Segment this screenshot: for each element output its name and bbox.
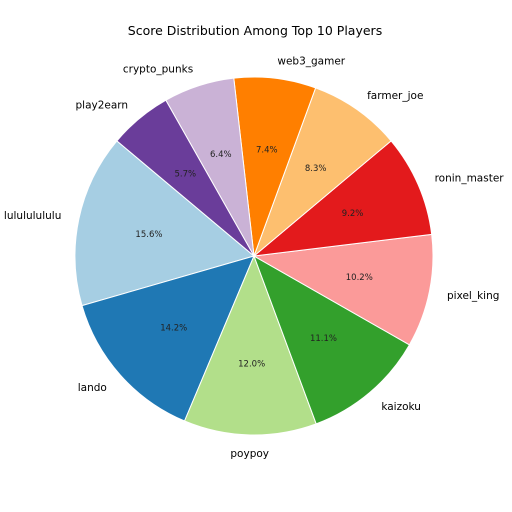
percent-label: 12.0%	[238, 359, 265, 369]
pie-slice-play2earn	[116, 99, 255, 257]
percent-label: 11.1%	[310, 334, 337, 344]
percent-label: 5.7%	[175, 169, 197, 179]
percent-label: 7.4%	[256, 145, 278, 155]
percent-label: 15.6%	[135, 230, 162, 240]
pie-slice-lulululululu	[74, 140, 256, 307]
percent-label: 8.3%	[305, 164, 327, 174]
slice-label: kaizoku	[381, 401, 421, 413]
slice-label: web3_gamer	[277, 55, 345, 67]
slice-label: lando	[78, 382, 107, 394]
pie-slices	[74, 76, 434, 436]
slice-label: crypto_punks	[123, 64, 193, 76]
slice-label: play2earn	[75, 100, 128, 112]
percent-label: 9.2%	[342, 209, 364, 219]
pie-slice-kaizoku	[253, 254, 411, 425]
pie-slice-poypoy	[183, 254, 317, 436]
pie-slice-farmer-joe	[252, 87, 392, 258]
percent-label: 14.2%	[160, 323, 187, 333]
category-labels: lulululululu lando poypoy kaizoku pixel_king…	[4, 55, 504, 459]
slice-label: farmer_joe	[367, 90, 423, 102]
slice-label: ronin_master	[435, 173, 505, 185]
slice-label: pixel_king	[447, 290, 499, 302]
slice-label: poypoy	[230, 448, 269, 460]
percent-label: 10.2%	[346, 273, 373, 283]
percent-labels: 15.6% 14.2% 12.0% 11.1% 10.2% 9.2% 8.3% 7.4% 6.4…	[135, 145, 372, 369]
chart-title: Score Distribution Among Top 10 Players	[128, 23, 382, 38]
pie-slice-ronin-master	[252, 140, 433, 257]
percent-label: 6.4%	[210, 150, 232, 160]
slice-label: lulululululu	[4, 210, 61, 222]
pie-slice-lando	[81, 255, 255, 422]
pie-slice-pixel-king	[252, 233, 434, 346]
